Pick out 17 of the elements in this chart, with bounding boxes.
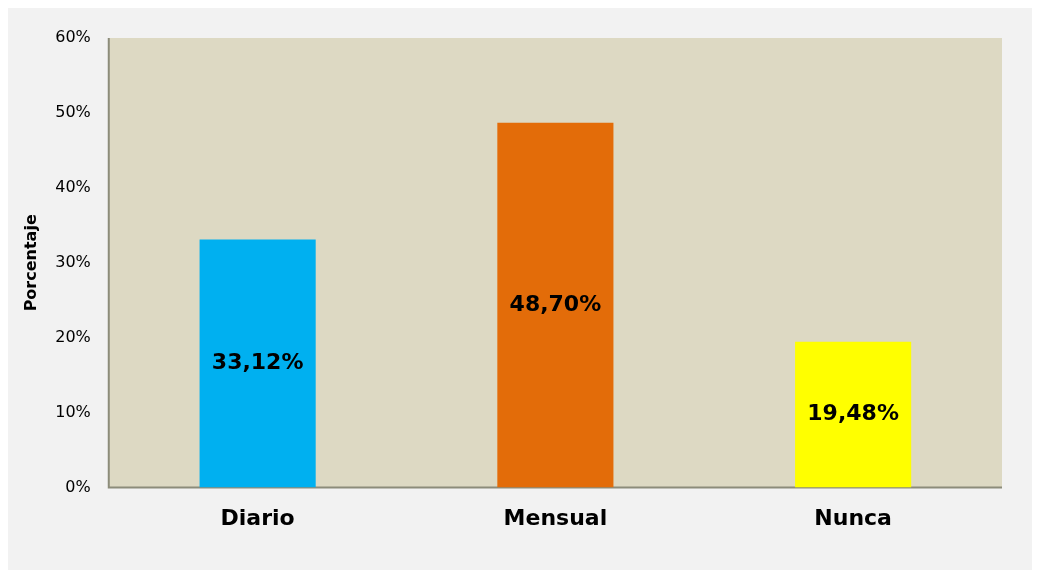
y-tick-label: 0% (65, 476, 91, 496)
data-label: 19,48% (807, 400, 899, 426)
y-axis-title: Porcentaje (20, 214, 40, 312)
data-label: 33,12% (211, 349, 304, 375)
x-tick-label: Diario (220, 504, 295, 530)
bar (199, 239, 316, 488)
y-tick-label: 30% (55, 251, 91, 271)
y-tick-label: 50% (55, 102, 91, 122)
y-tick-label: 40% (55, 177, 91, 197)
x-tick-label: Mensual (503, 504, 608, 530)
bar (795, 341, 912, 488)
x-tick-label: Nunca (814, 504, 892, 530)
bar (497, 122, 614, 488)
y-tick-label: 10% (55, 401, 91, 421)
y-tick-label: 60% (55, 27, 91, 47)
data-label: 48,70% (509, 290, 602, 316)
y-tick-label: 20% (55, 326, 91, 346)
